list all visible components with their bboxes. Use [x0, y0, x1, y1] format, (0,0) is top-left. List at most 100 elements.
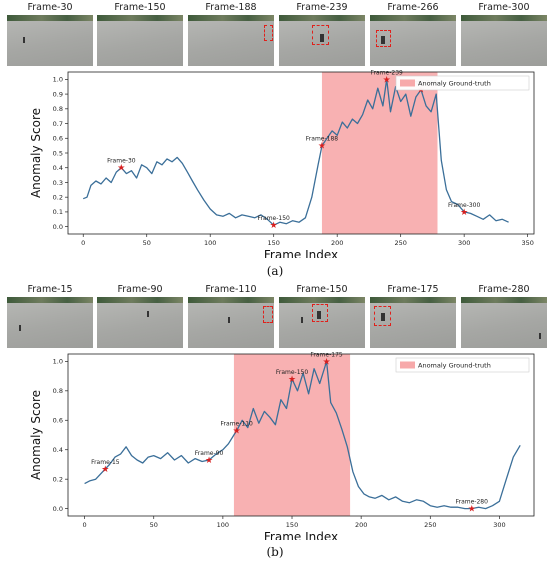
x-tick-label: 300	[493, 521, 505, 529]
legend-label: Anomaly Ground-truth	[418, 362, 491, 370]
frame-marker-star: ★	[318, 142, 326, 152]
frame-marker-star: ★	[117, 164, 125, 174]
y-tick-label: 0.0	[53, 223, 63, 231]
x-axis-title: Frame Index	[264, 248, 338, 258]
anomaly-bounding-box	[263, 306, 273, 323]
frame-annotation-label: Frame-239	[371, 69, 403, 76]
anomaly-score-line	[84, 360, 521, 510]
frame-annotation-label: Frame-110	[221, 421, 253, 428]
x-tick-label: 350	[521, 239, 533, 247]
thumbnail-frame: Frame-175	[370, 282, 456, 348]
thumbnail-label: Frame-239	[296, 2, 348, 13]
thumbnail-label: Frame-90	[117, 284, 163, 295]
x-axis-title: Frame Index	[264, 530, 338, 540]
frame-thumbnails-a: Frame-30 Frame-150 Frame-188 Frame-239 F…	[0, 0, 550, 66]
thumbnail-frame: Frame-110	[188, 282, 274, 348]
legend-box	[395, 75, 530, 91]
frame-annotation-label: Frame-175	[310, 351, 342, 358]
thumbnail-image	[7, 15, 93, 66]
y-tick-label: 0.7	[53, 120, 63, 128]
anomaly-bounding-box	[376, 30, 391, 47]
frame-annotation-label: Frame-150	[258, 215, 290, 222]
y-tick-label: 0.6	[53, 135, 63, 143]
y-axis-title: Anomaly Score	[29, 390, 43, 480]
y-tick-label: 0.8	[53, 387, 63, 395]
anomaly-bounding-box	[264, 25, 273, 41]
y-tick-label: 0.4	[53, 446, 63, 454]
x-tick-label: 150	[267, 239, 279, 247]
anomaly-bounding-box	[374, 306, 391, 326]
thumbnail-image	[370, 15, 456, 66]
anomaly-score-chart-a: 0 50 100 150 200 250 300 350 0.0 0.1 0.2 0.3 0.4 0.5 0…	[29, 69, 535, 258]
plot-frame	[67, 353, 535, 517]
figure-panel-b: Frame-15 Frame-90 Frame-110 Frame-150 Fr…	[0, 282, 550, 564]
frame-marker-star: ★	[101, 465, 109, 475]
frame-thumbnails-b: Frame-15 Frame-90 Frame-110 Frame-150 Fr…	[0, 282, 550, 348]
frame-marker-star: ★	[233, 427, 241, 437]
y-tick-label: 0.2	[53, 475, 63, 483]
x-tick-label: 0	[83, 521, 87, 529]
x-tick-label: 200	[355, 521, 367, 529]
y-tick-label: 0.2	[53, 193, 63, 201]
thumbnail-label: Frame-300	[478, 2, 530, 13]
y-tick-label: 0.4	[53, 164, 63, 172]
frame-annotation-label: Frame-90	[195, 450, 224, 457]
x-tick-label: 0	[81, 239, 85, 247]
frame-annotation-label: Frame-280	[456, 499, 488, 506]
legend: Anomaly Ground-truth	[395, 357, 530, 373]
anomaly-score-chart-b: 0 50 100 150 200 250 3000.00.20.40.60.81.0★Fra…	[29, 351, 535, 540]
thumbnail-frame: Frame-266	[370, 0, 456, 66]
x-tick-label: 300	[458, 239, 470, 247]
thumbnail-frame: Frame-150	[97, 0, 183, 66]
thumbnail-label: Frame-266	[387, 2, 439, 13]
anomaly-score-line	[82, 78, 509, 226]
thumbnail-image	[279, 297, 365, 348]
thumbnail-frame: Frame-188	[188, 0, 274, 66]
frame-marker-star: ★	[383, 75, 391, 85]
frame-marker-star: ★	[288, 375, 296, 385]
anomaly-ground-truth-region	[321, 72, 438, 234]
frame-annotation-label: Frame-300	[448, 202, 480, 209]
thumbnail-frame: Frame-30	[7, 0, 93, 66]
thumbnail-frame: Frame-300	[461, 0, 547, 66]
frame-marker-star: ★	[417, 86, 425, 96]
y-tick-label: 0.9	[53, 90, 63, 98]
thumbnail-frame: Frame-239	[279, 0, 365, 66]
frame-annotation-label: Frame-15	[91, 459, 120, 466]
panel-caption: (a)	[266, 264, 284, 278]
x-tick-label: 150	[286, 521, 298, 529]
y-tick-label: 0.6	[53, 417, 63, 425]
x-tick-label: 50	[150, 521, 158, 529]
y-tick-label: 0.0	[53, 505, 63, 513]
thumbnail-label: Frame-280	[478, 284, 530, 295]
thumbnail-label: Frame-150	[296, 284, 348, 295]
thumbnail-frame: Frame-150	[279, 282, 365, 348]
thumbnail-frame: Frame-280	[461, 282, 547, 348]
x-tick-label: 100	[204, 239, 216, 247]
thumbnail-label: Frame-30	[27, 2, 73, 13]
thumbnail-label: Frame-110	[205, 284, 257, 295]
thumbnail-label: Frame-188	[205, 2, 257, 13]
frame-marker-star: ★	[270, 221, 278, 231]
y-tick-label: 0.1	[53, 208, 63, 216]
thumbnail-image	[370, 297, 456, 348]
thumbnail-label: Frame-175	[387, 284, 439, 295]
x-tick-label: 50	[143, 239, 151, 247]
legend: Anomaly Ground-truth	[395, 75, 530, 91]
y-tick-label: 1.0	[53, 76, 63, 84]
thumbnail-image	[7, 297, 93, 348]
legend-swatch	[400, 79, 415, 87]
y-axis-title: Anomaly Score	[29, 108, 43, 198]
thumbnail-frame: Frame-90	[97, 282, 183, 348]
anomaly-bounding-box	[312, 304, 328, 322]
thumbnail-label: Frame-150	[114, 2, 166, 13]
thumbnail-label: Frame-15	[27, 284, 73, 295]
y-tick-label: 0.5	[53, 149, 63, 157]
y-tick-label: 1.0	[53, 358, 63, 366]
x-tick-label: 200	[331, 239, 343, 247]
frame-marker-star: ★	[323, 357, 331, 367]
legend-swatch	[400, 361, 415, 369]
frame-marker-star: ★	[205, 456, 213, 466]
thumbnail-image	[188, 15, 274, 66]
thumbnail-image	[188, 297, 274, 348]
